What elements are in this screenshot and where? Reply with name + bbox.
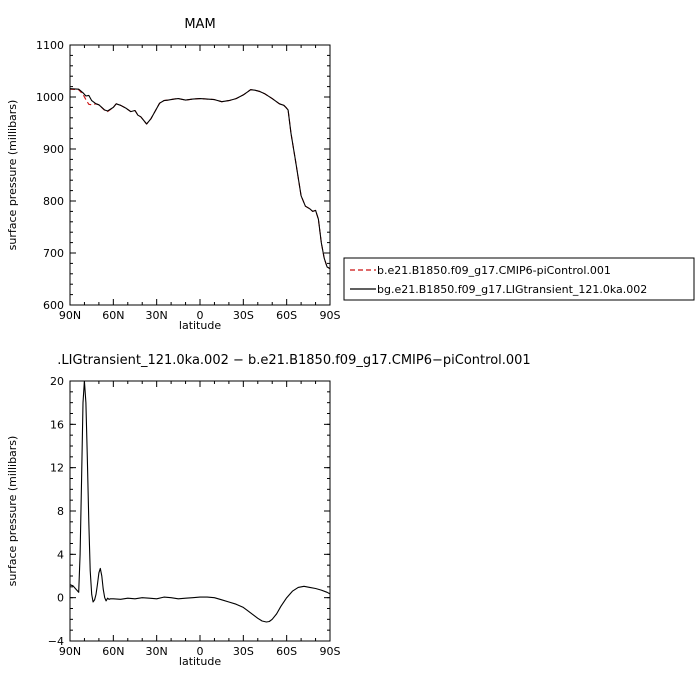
y-tick-label: −4 [48, 635, 64, 648]
x-tick-label: 30S [233, 309, 254, 322]
x-tick-label: 60S [276, 645, 297, 658]
y-axis-label: surface pressure (millibars) [6, 100, 19, 251]
chart-1: MAM surface pressure (millibars) latitude 9… [6, 17, 341, 332]
legend-entry: bg.e21.B1850.f09_g17.LIGtransient_121.0k… [377, 283, 647, 296]
y-tick-label: 1100 [36, 39, 64, 52]
x-tick-label: 90S [320, 309, 341, 322]
chart-2: .LIGtransient_121.0ka.002 − b.e21.B1850.… [6, 353, 531, 668]
y-tick-label: 4 [57, 548, 64, 561]
x-tick-label: 0 [197, 309, 204, 322]
legend: b.e21.B1850.f09_g17.CMIP6-piControl.001b… [343, 257, 695, 301]
x-tick-label: 60N [102, 309, 124, 322]
legend-entry: b.e21.B1850.f09_g17.CMIP6-piControl.001 [377, 264, 611, 277]
y-tick-label: 800 [43, 195, 64, 208]
y-axis-label: surface pressure (millibars) [6, 436, 19, 587]
y-tick-label: 700 [43, 247, 64, 260]
x-tick-label: 90N [59, 645, 81, 658]
plot-frame [69, 380, 331, 642]
x-tick-label: 30N [146, 645, 168, 658]
y-tick-label: 8 [57, 505, 64, 518]
y-tick-label: 12 [50, 462, 64, 475]
x-axis-label: latitude [179, 655, 221, 668]
series-line-1 [69, 380, 331, 623]
y-tick-label: 20 [50, 375, 64, 388]
y-tick-label: 900 [43, 143, 64, 156]
plot-frame [69, 44, 331, 306]
y-tick-label: 0 [57, 592, 64, 605]
legend-box [343, 257, 695, 301]
y-tick-label: 1000 [36, 91, 64, 104]
x-tick-label: 90N [59, 309, 81, 322]
x-tick-label: 0 [197, 645, 204, 658]
y-tick-label: 600 [43, 299, 64, 312]
x-tick-label: 30S [233, 645, 254, 658]
x-tick-label: 60S [276, 309, 297, 322]
x-tick-label: 60N [102, 645, 124, 658]
chart-title: .LIGtransient_121.0ka.002 − b.e21.B1850.… [57, 353, 530, 368]
series-line-2 [69, 88, 331, 270]
chart-title: MAM [184, 17, 215, 32]
series-line-1 [69, 88, 331, 270]
x-axis-label: latitude [179, 319, 221, 332]
y-tick-label: 16 [50, 418, 64, 431]
x-tick-label: 30N [146, 309, 168, 322]
x-tick-label: 90S [320, 645, 341, 658]
